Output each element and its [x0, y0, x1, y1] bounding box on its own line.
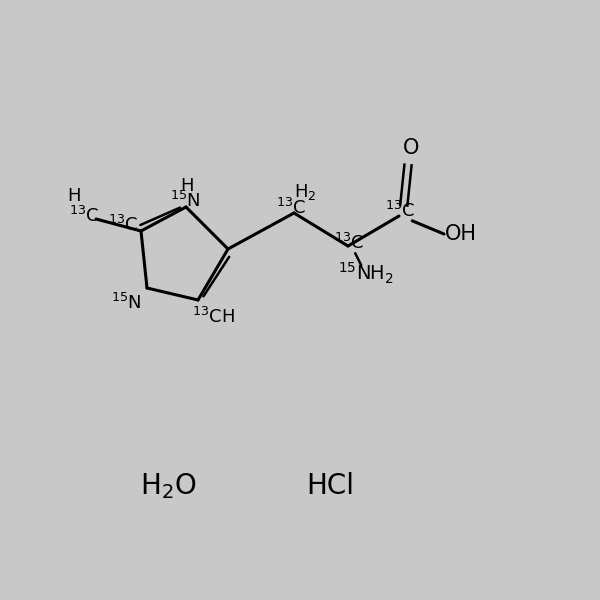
Text: OH: OH	[445, 224, 477, 244]
Text: $^{13}$C: $^{13}$C	[276, 198, 306, 218]
Text: HCl: HCl	[306, 472, 354, 500]
Text: H: H	[67, 187, 80, 205]
Text: $^{15}$N: $^{15}$N	[111, 293, 141, 313]
Text: $^{13}$C: $^{13}$C	[385, 201, 415, 221]
Text: $^{15}$N: $^{15}$N	[170, 191, 200, 211]
Text: $^{15}$NH$_2$: $^{15}$NH$_2$	[338, 260, 394, 286]
Text: $^{13}$C: $^{13}$C	[108, 215, 138, 235]
Text: H$_2$: H$_2$	[293, 182, 316, 202]
Text: O: O	[403, 138, 419, 158]
Text: $^{13}$C: $^{13}$C	[334, 233, 364, 253]
Text: $^{13}$C: $^{13}$C	[69, 206, 99, 226]
Text: H$_2$O: H$_2$O	[140, 471, 196, 501]
Text: H: H	[181, 177, 194, 195]
Text: $^{13}$CH: $^{13}$CH	[191, 307, 235, 327]
